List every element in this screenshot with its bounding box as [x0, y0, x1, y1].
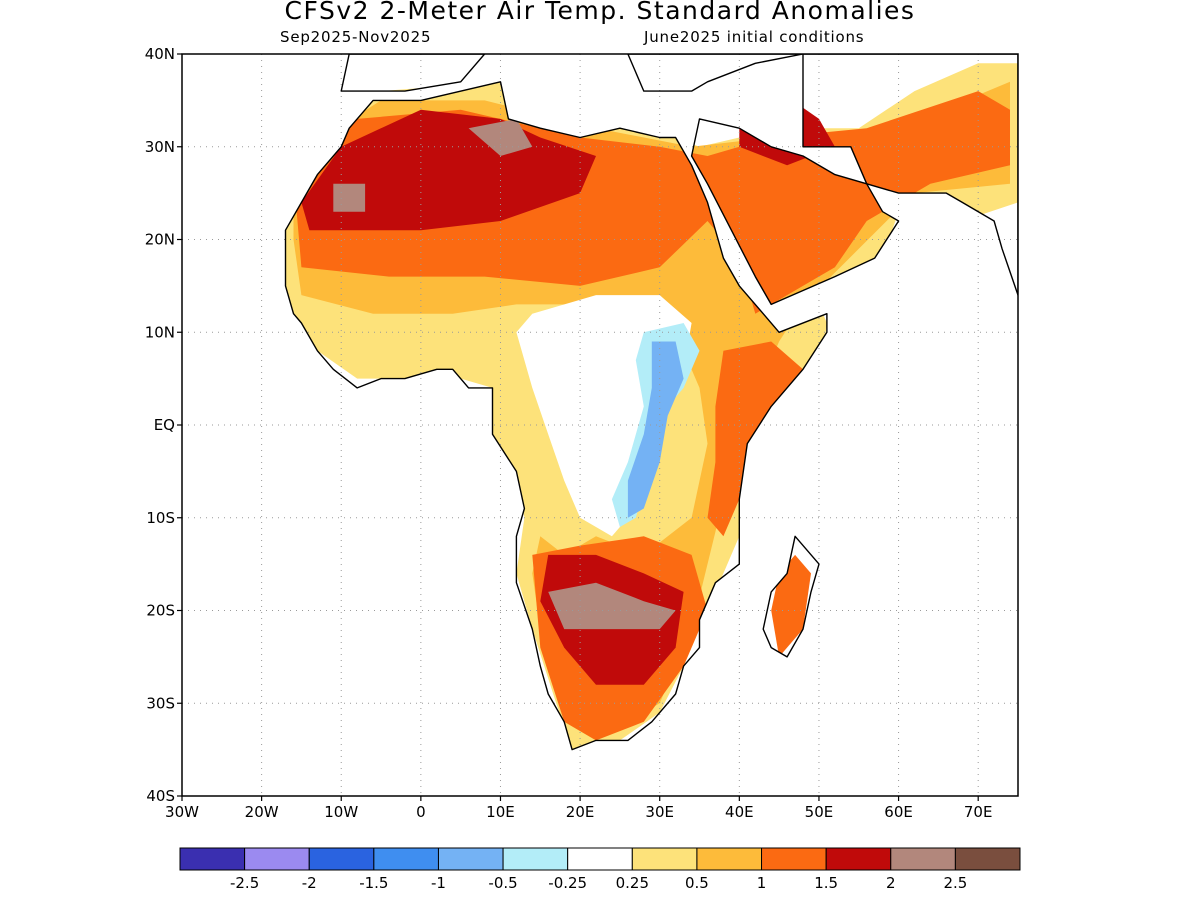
- colorbar-swatch: [179, 847, 246, 871]
- colorbar-swatch: [954, 847, 1021, 871]
- y-tick-label: 30S: [146, 694, 175, 712]
- x-tick-label: 20E: [566, 803, 595, 821]
- x-tick-label: 50E: [805, 803, 834, 821]
- colorbar-label: 2: [886, 874, 896, 892]
- colorbar-swatch: [502, 847, 569, 871]
- x-tick-label: 40E: [725, 803, 754, 821]
- anomaly-region-3: [707, 341, 803, 537]
- colorbar-label: 0.5: [685, 874, 709, 892]
- colorbar-swatch: [825, 847, 892, 871]
- forecast-period: Sep2025-Nov2025: [280, 28, 432, 46]
- x-tick-label: 70E: [964, 803, 993, 821]
- colorbar-label: -2: [302, 874, 317, 892]
- coastline-3: [690, 118, 900, 306]
- y-tick-label: EQ: [154, 416, 175, 434]
- colorbar-label: -0.25: [548, 874, 587, 892]
- initial-conditions: June2025 initial conditions: [644, 28, 865, 46]
- colorbar-swatch: [631, 847, 698, 871]
- y-tick-label: 20N: [145, 231, 175, 249]
- colorbar-label: 1: [757, 874, 767, 892]
- colorbar-swatch: [696, 847, 763, 871]
- coastline-2: [627, 54, 804, 92]
- x-tick-label: 10W: [324, 803, 358, 821]
- colorbar-label: -2.5: [230, 874, 259, 892]
- coastline-1: [340, 54, 486, 92]
- y-tick-label: 40S: [146, 787, 175, 805]
- colorbar-swatch: [437, 847, 504, 871]
- x-tick-label: 60E: [884, 803, 913, 821]
- x-tick-label: 10E: [486, 803, 515, 821]
- coastline-0: [284, 81, 828, 751]
- x-tick-label: 0: [416, 803, 426, 821]
- colorbar-swatch: [761, 847, 827, 871]
- anomaly-region-14: [627, 341, 684, 518]
- colorbar-swatch: [373, 847, 439, 871]
- colorbar-label: 0.25: [616, 874, 649, 892]
- colorbar-label: 2.5: [943, 874, 967, 892]
- y-tick-label: 20S: [146, 602, 175, 620]
- y-tick-label: 40N: [145, 45, 175, 63]
- anomaly-region-10: [468, 118, 533, 156]
- colorbar-label: 1.5: [814, 874, 838, 892]
- colorbar-swatch: [890, 847, 956, 871]
- colorbar-swatch: [308, 847, 375, 871]
- colorbar-label: -1: [431, 874, 446, 892]
- anomaly-region-15: [532, 675, 541, 704]
- x-tick-label: 20W: [245, 803, 279, 821]
- x-tick-label: 30E: [645, 803, 674, 821]
- anomaly-region-9: [333, 183, 366, 212]
- coastline-5: [762, 535, 820, 658]
- y-tick-label: 30N: [145, 138, 175, 156]
- y-tick-label: 10S: [146, 509, 175, 527]
- y-tick-label: 10N: [145, 323, 175, 341]
- colorbar-swatch: [244, 847, 310, 871]
- colorbar-label: -1.5: [359, 874, 388, 892]
- x-tick-label: 30W: [165, 803, 199, 821]
- coastline-4: [802, 54, 1018, 296]
- colorbar-label: -0.5: [488, 874, 517, 892]
- colorbar-swatch: [567, 847, 633, 871]
- anomaly-region-5: [771, 554, 811, 657]
- map-title: CFSv2 2-Meter Air Temp. Standard Anomali…: [284, 0, 916, 25]
